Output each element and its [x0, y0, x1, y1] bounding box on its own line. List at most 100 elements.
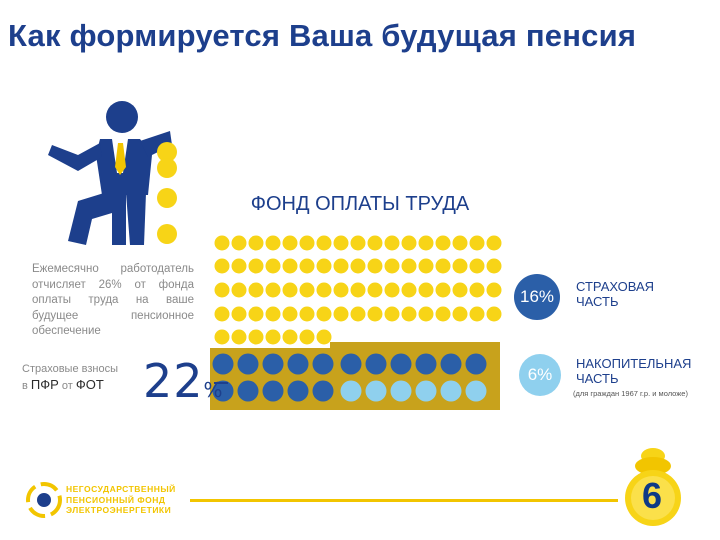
coin-insurance: [415, 353, 437, 375]
coin-yellow: [401, 306, 417, 322]
coin-yellow: [418, 235, 434, 251]
businessman-icon: [48, 101, 172, 245]
coin-yellow: [418, 306, 434, 322]
coin-insurance: [287, 353, 309, 375]
coin-yellow: [248, 235, 264, 251]
logo-line1: НЕГОСУДАРСТВЕННЫЙ: [66, 484, 176, 494]
coin-yellow: [282, 329, 298, 345]
description-line: будущее пенсионное: [32, 309, 194, 322]
coin-insurance: [212, 353, 234, 375]
page-title: Как формируется Ваша будущая пенсия: [8, 18, 637, 53]
coin-yellow: [401, 235, 417, 251]
coin-yellow: [248, 329, 264, 345]
coin-yellow: [214, 329, 230, 345]
coin-funded: [390, 380, 412, 402]
fund-logo-text: НЕГОСУДАРСТВЕННЫЙ ПЕНСИОННЫЙ ФОНД ЭЛЕКТР…: [66, 484, 176, 516]
coin-funded: [340, 380, 362, 402]
coin-insurance: [312, 353, 334, 375]
description-line: Ежемесячно работодатель: [32, 263, 194, 275]
fund-logo-icon: [26, 482, 62, 518]
coin-yellow: [350, 306, 366, 322]
funded-label: НАКОПИТЕЛЬНАЯ ЧАСТЬ: [576, 356, 691, 386]
coin-yellow: [384, 306, 400, 322]
coin-insurance: [340, 353, 362, 375]
coin-insurance: [440, 353, 462, 375]
coin-yellow: [316, 235, 332, 251]
pfr-abbr: ПФР: [30, 377, 59, 392]
insurance-percent-badge: 16%: [514, 274, 560, 320]
contributions-label: Страховые взносы в ПФР от ФОТ: [22, 361, 142, 394]
coin-yellow: [452, 306, 468, 322]
coin-yellow: [333, 258, 349, 274]
coin-yellow: [265, 306, 281, 322]
coin-yellow: [299, 306, 315, 322]
description-line: обеспечение: [32, 325, 101, 337]
coin-yellow: [350, 235, 366, 251]
coin-yellow: [316, 258, 332, 274]
coin-grid: [210, 235, 502, 410]
coin-insurance: [212, 380, 234, 402]
coin-yellow: [469, 282, 485, 298]
coin-yellow: [469, 235, 485, 251]
insurance-label-line1: СТРАХОВАЯ: [576, 279, 655, 294]
coin-yellow: [214, 235, 230, 251]
coin-funded: [440, 380, 462, 402]
contributions-prefix: в: [22, 380, 28, 392]
coin-yellow: [469, 306, 485, 322]
coin-yellow: [282, 282, 298, 298]
coin-yellow: [231, 282, 247, 298]
coin-yellow: [384, 235, 400, 251]
coin-insurance: [237, 353, 259, 375]
total-percent: 22%: [143, 354, 224, 408]
coin-insurance: [465, 353, 487, 375]
coin-yellow: [282, 258, 298, 274]
contributions-mid: от: [61, 380, 73, 392]
coin-insurance: [390, 353, 412, 375]
logo-line2: ПЕНСИОННЫЙ ФОНД: [66, 494, 166, 505]
funded-label-line1: НАКОПИТЕЛЬНАЯ: [576, 356, 692, 371]
connector-line: [214, 382, 228, 384]
coin-yellow: [231, 235, 247, 251]
coin-yellow: [265, 329, 281, 345]
funded-footnote: (для граждан 1967 г.р. и моложе): [573, 389, 688, 398]
coin-yellow: [452, 235, 468, 251]
coin-yellow: [435, 282, 451, 298]
coin-yellow: [333, 235, 349, 251]
coin-yellow: [486, 235, 502, 251]
falling-coins: [157, 142, 177, 244]
coin-yellow: [367, 258, 383, 274]
coin-insurance: [262, 353, 284, 375]
coin-funded: [365, 380, 387, 402]
coin-yellow: [333, 306, 349, 322]
page-number: 6: [641, 475, 663, 516]
coin-yellow: [469, 258, 485, 274]
insurance-label-line2: ЧАСТЬ: [576, 294, 619, 309]
coin-insurance: [237, 380, 259, 402]
coin-yellow: [248, 258, 264, 274]
funded-percent-badge: 6%: [519, 354, 561, 396]
coin-yellow: [401, 282, 417, 298]
coin-insurance: [365, 353, 387, 375]
coin-yellow: [333, 282, 349, 298]
coin-yellow: [299, 329, 315, 345]
coin-yellow: [231, 306, 247, 322]
total-percent-sign: %: [203, 378, 224, 402]
coin-yellow: [435, 306, 451, 322]
coin-insurance: [287, 380, 309, 402]
coin-yellow: [486, 282, 502, 298]
coin-yellow: [316, 329, 332, 345]
coin-yellow: [350, 282, 366, 298]
coin-yellow: [367, 235, 383, 251]
coin-stack-icon: [625, 448, 681, 526]
coin-yellow: [486, 306, 502, 322]
coin-yellow: [214, 282, 230, 298]
coin-yellow: [214, 306, 230, 322]
coin-yellow: [367, 282, 383, 298]
coin-funded: [415, 380, 437, 402]
coin-yellow: [248, 306, 264, 322]
insurance-label: СТРАХОВАЯ ЧАСТЬ: [576, 279, 654, 309]
coin-yellow: [350, 258, 366, 274]
coin-yellow: [418, 282, 434, 298]
coin-yellow: [435, 258, 451, 274]
coin-funded: [465, 380, 487, 402]
